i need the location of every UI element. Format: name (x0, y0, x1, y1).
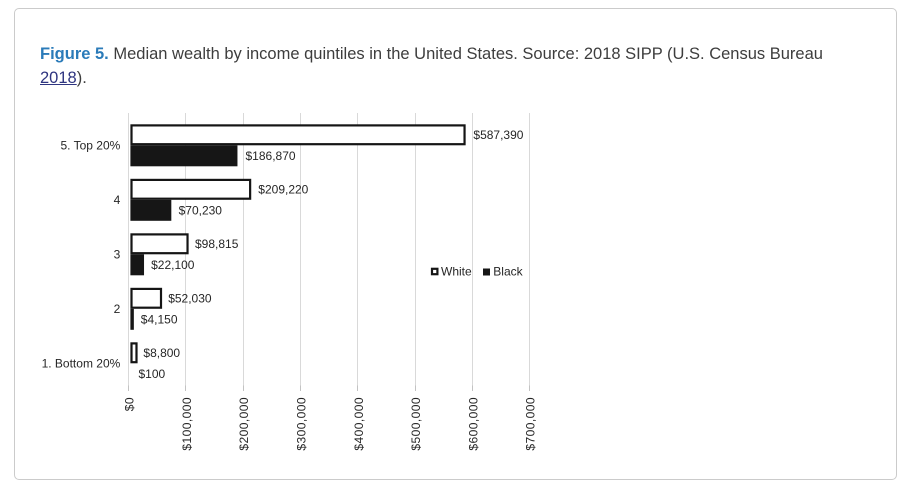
svg-text:$0: $0 (123, 397, 137, 411)
svg-text:White: White (441, 265, 472, 279)
svg-text:$52,030: $52,030 (168, 292, 212, 306)
svg-text:Black: Black (493, 265, 523, 279)
svg-text:$200,000: $200,000 (237, 397, 251, 451)
svg-text:$8,800: $8,800 (143, 346, 180, 360)
svg-text:$500,000: $500,000 (409, 397, 423, 451)
svg-text:$22,100: $22,100 (151, 258, 195, 272)
svg-text:$700,000: $700,000 (524, 397, 538, 451)
svg-text:5. Top 20%: 5. Top 20% (60, 139, 120, 153)
svg-text:$186,870: $186,870 (246, 149, 296, 163)
svg-text:$70,230: $70,230 (179, 204, 223, 218)
svg-text:$100,000: $100,000 (180, 397, 194, 451)
svg-text:$300,000: $300,000 (295, 397, 309, 451)
svg-text:3: 3 (114, 248, 121, 262)
svg-text:2: 2 (114, 302, 121, 316)
svg-text:$209,220: $209,220 (258, 183, 308, 197)
svg-text:4: 4 (114, 193, 121, 207)
svg-text:$587,390: $587,390 (473, 128, 523, 142)
svg-text:1. Bottom 20%: 1. Bottom 20% (42, 357, 121, 371)
svg-text:$100: $100 (139, 367, 166, 381)
svg-text:$400,000: $400,000 (352, 397, 366, 451)
svg-text:$600,000: $600,000 (466, 397, 480, 451)
svg-text:$4,150: $4,150 (141, 313, 178, 327)
svg-text:$98,815: $98,815 (195, 237, 239, 251)
